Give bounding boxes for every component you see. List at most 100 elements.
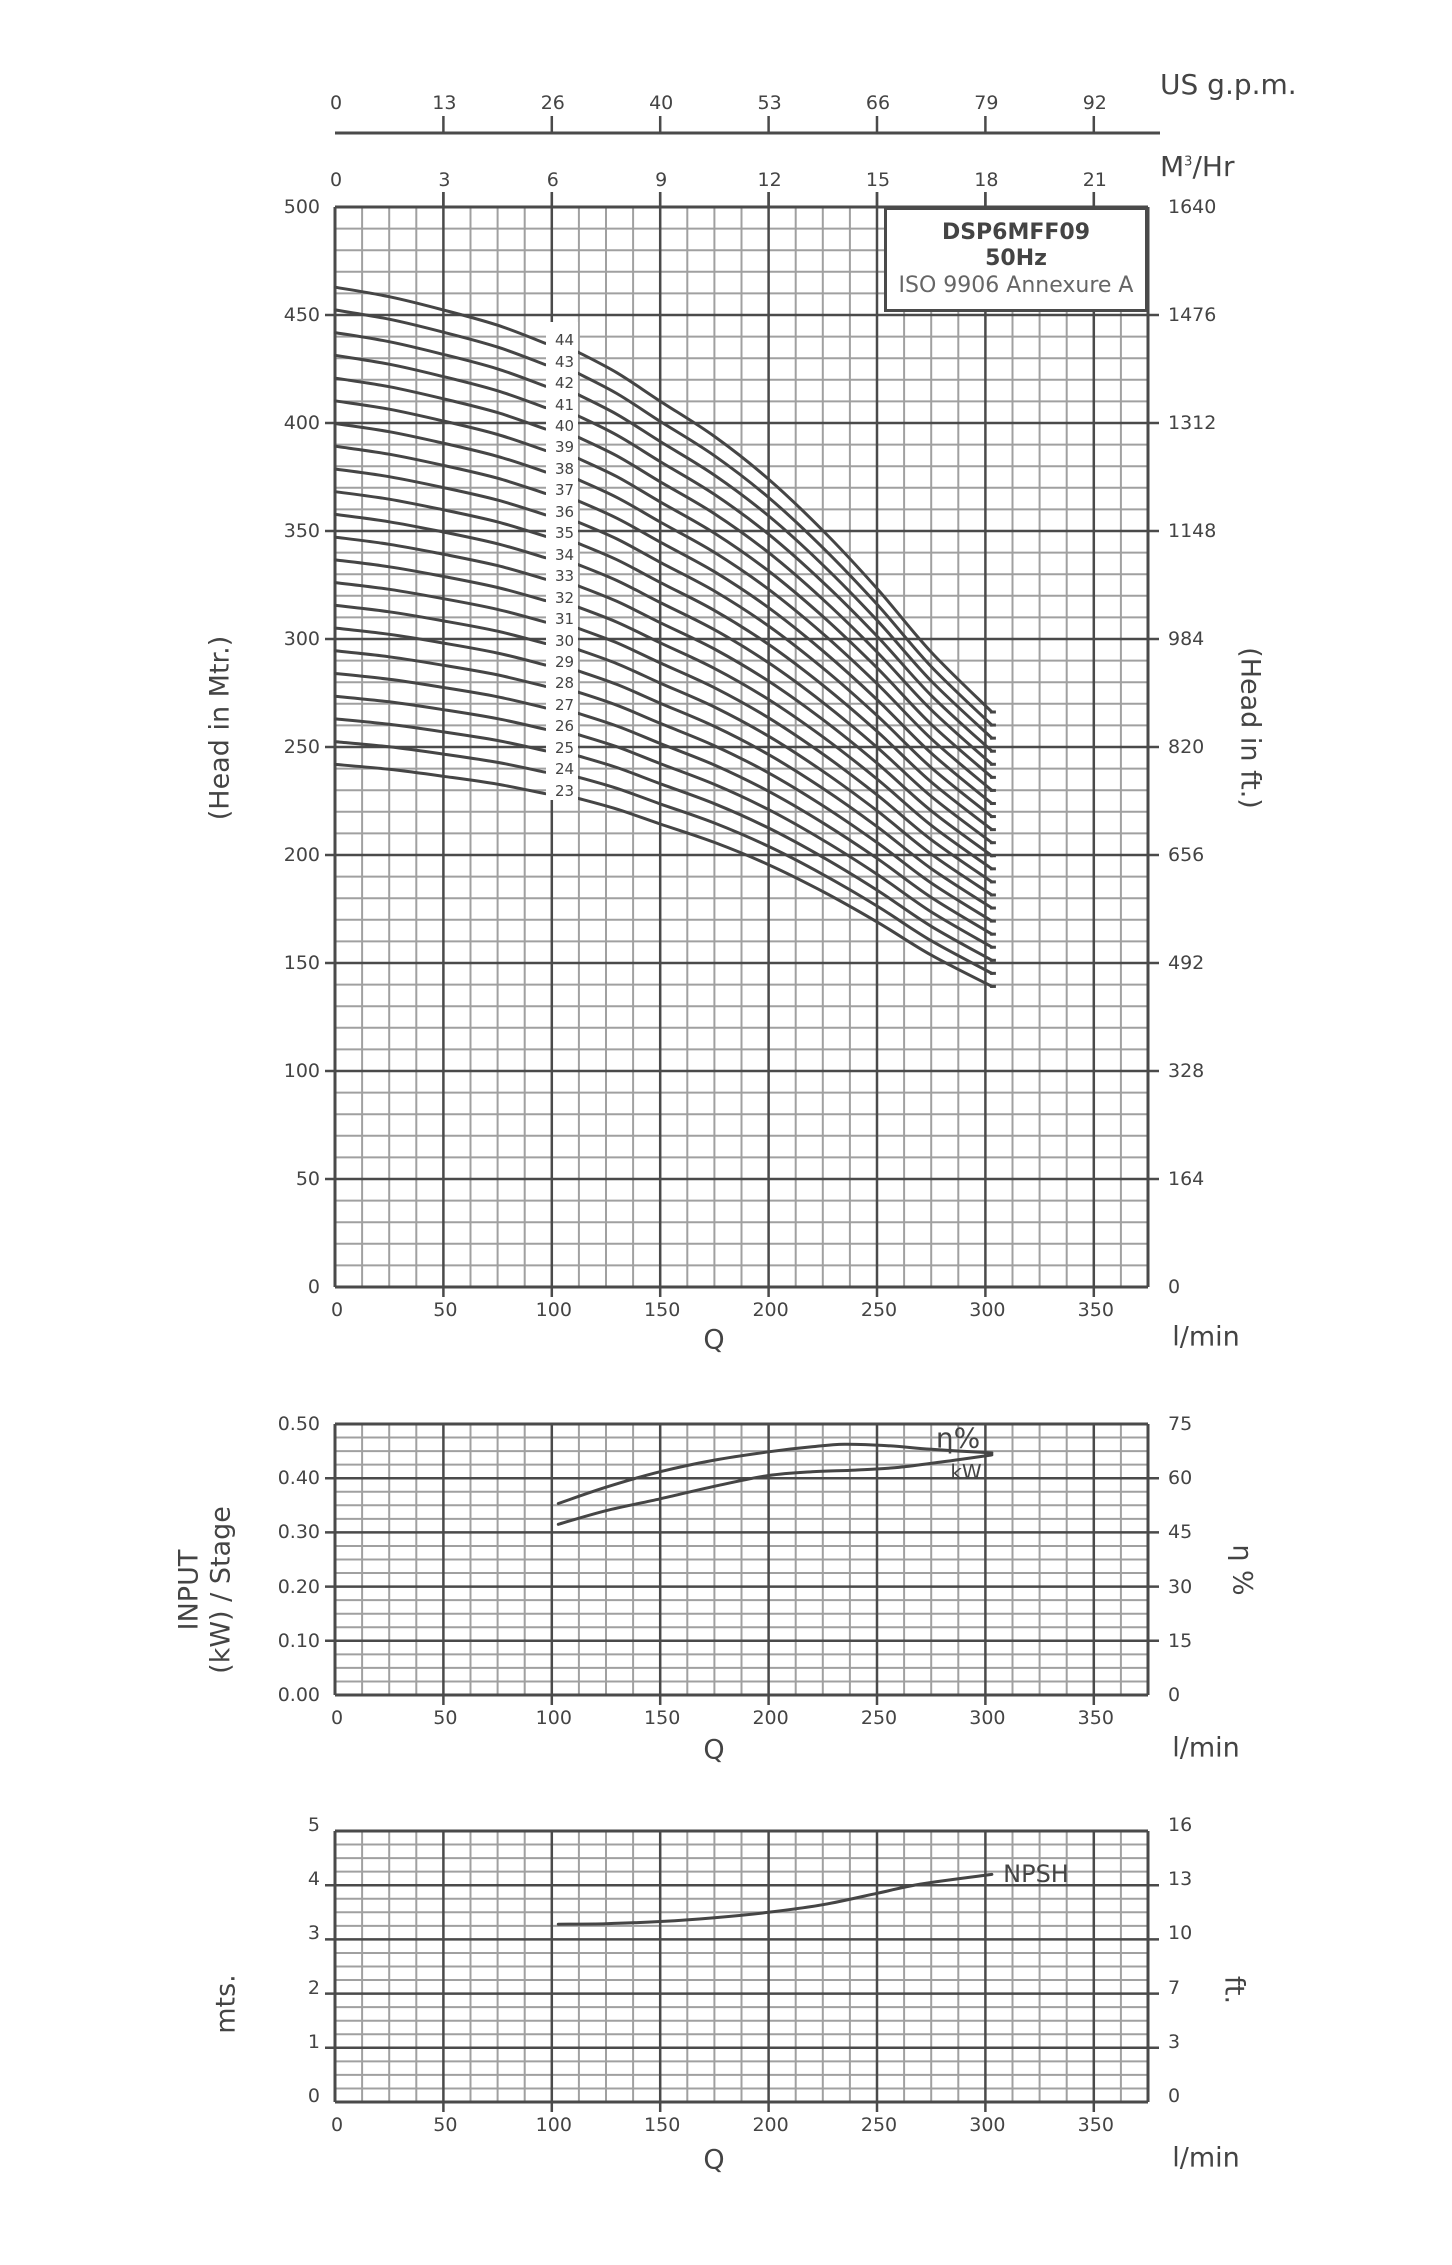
head-curve-stage-33-left bbox=[333, 535, 547, 581]
stage-label-30: 30 bbox=[555, 631, 575, 650]
head-curve-stage-33-right bbox=[574, 583, 994, 858]
y2-tick-label: 820 bbox=[1168, 736, 1205, 758]
stage-label-27: 27 bbox=[555, 695, 575, 714]
frequency-label: 50Hz bbox=[985, 246, 1047, 271]
y2-tick-label: 30 bbox=[1168, 1575, 1193, 1598]
head-curve-stage-44-right bbox=[574, 349, 994, 714]
y-tick-label: 0.20 bbox=[277, 1575, 320, 1598]
head-curve-stage-32-left bbox=[333, 558, 547, 603]
y2-tick-label: 13 bbox=[1168, 1868, 1193, 1891]
head-curve-stage-34-left bbox=[333, 512, 547, 560]
us-gpm-tick-label: 13 bbox=[432, 92, 457, 114]
y2-tick-label: 15 bbox=[1168, 1629, 1193, 1652]
y-tick-label: 200 bbox=[283, 844, 320, 866]
head-curve-stage-27-left bbox=[333, 672, 547, 710]
us-gpm-tick-label: 79 bbox=[974, 92, 999, 114]
q-axis-title-main: Q bbox=[703, 1324, 725, 1356]
head-curve-stage-28-right bbox=[574, 689, 994, 923]
head-curve-stage-24-right bbox=[574, 774, 994, 975]
m3hr-tick-label: 6 bbox=[546, 169, 559, 191]
m3hr-tick-label: 0 bbox=[329, 169, 343, 191]
head-curve-stage-32-right bbox=[574, 604, 994, 871]
y2-tick-label: 1640 bbox=[1168, 196, 1217, 218]
x-tick-label: 0 bbox=[330, 2114, 344, 2136]
head-curve-stage-34-right bbox=[574, 562, 994, 845]
stage-label-41: 41 bbox=[555, 395, 575, 414]
y-tick-label: 0.10 bbox=[277, 1629, 320, 1652]
head-curve-stage-42-left bbox=[333, 331, 547, 388]
us-gpm-tick-label: 92 bbox=[1082, 92, 1107, 114]
m3hr-tick-label: 15 bbox=[865, 169, 891, 191]
y-tick-label: 350 bbox=[283, 520, 320, 542]
y-tick-label: 4 bbox=[307, 1868, 320, 1891]
y-tick-label: 5 bbox=[307, 1814, 320, 1836]
head-curve-stage-37-left bbox=[333, 444, 547, 495]
x-tick-label: 200 bbox=[752, 1299, 789, 1321]
x-tick-label: 250 bbox=[860, 1299, 898, 1321]
stage-label-24: 24 bbox=[555, 760, 575, 779]
q-axis-title-npsh: Q bbox=[703, 2144, 725, 2176]
head-curve-stage-37-right bbox=[574, 498, 994, 805]
head-curve-stage-43-right bbox=[574, 370, 994, 727]
y2-tick-label: 3 bbox=[1168, 2030, 1181, 2053]
stage-label-column bbox=[546, 322, 578, 800]
head-curve-stage-44-left bbox=[333, 285, 547, 345]
head-curve-stage-38-right bbox=[574, 477, 994, 792]
x-tick-label: 100 bbox=[535, 1707, 572, 1729]
x-tick-label: 100 bbox=[535, 1299, 572, 1321]
y2-tick-label: 1312 bbox=[1168, 412, 1217, 434]
x-tick-label: 50 bbox=[433, 1707, 458, 1729]
ft-axis-title: ft. bbox=[1218, 1975, 1250, 2005]
head-curve-stage-30-right bbox=[574, 647, 994, 897]
input-axis-title-line1: INPUT bbox=[173, 1549, 205, 1631]
stage-label-25: 25 bbox=[555, 738, 575, 757]
y2-tick-label: 60 bbox=[1168, 1467, 1193, 1490]
stage-label-35: 35 bbox=[555, 524, 575, 543]
head-curve-stage-43-left bbox=[333, 308, 547, 367]
kw-curve-label: kW bbox=[950, 1460, 982, 1484]
y2-tick-label: 0 bbox=[1168, 1684, 1181, 1706]
y-tick-label: 500 bbox=[283, 196, 320, 218]
stage-label-31: 31 bbox=[555, 610, 575, 629]
stage-label-23: 23 bbox=[555, 781, 575, 800]
npsh-curve-label: NPSH bbox=[1003, 1860, 1069, 1888]
mts-axis-title: mts. bbox=[210, 1974, 242, 2034]
stage-label-39: 39 bbox=[555, 438, 575, 457]
y2-tick-label: 328 bbox=[1168, 1060, 1205, 1082]
stage-label-44: 44 bbox=[555, 331, 575, 350]
y-tick-label: 2 bbox=[307, 1976, 320, 1999]
y2-tick-label: 164 bbox=[1168, 1168, 1205, 1190]
stage-label-33: 33 bbox=[555, 567, 575, 586]
chart-legend-box: DSP6MFF09 50Hz ISO 9906 Annexure A bbox=[884, 207, 1148, 312]
head-curve-stage-41-right bbox=[574, 413, 994, 753]
npsh-curve bbox=[556, 1872, 994, 1926]
head-curve-stage-30-left bbox=[333, 603, 547, 645]
m3hr-unit-m: M bbox=[1160, 150, 1185, 183]
us-gpm-tick-label: 66 bbox=[865, 92, 891, 114]
head-curve-stage-40-right bbox=[574, 434, 994, 766]
y-tick-label: 3 bbox=[307, 1922, 320, 1945]
x-tick-label: 300 bbox=[969, 1707, 1006, 1729]
x-tick-label: 350 bbox=[1077, 2114, 1114, 2136]
x-tick-label: 100 bbox=[535, 2114, 572, 2136]
y2-tick-label: 45 bbox=[1168, 1521, 1193, 1544]
x-tick-label: 0 bbox=[330, 1299, 344, 1321]
x-tick-label: 350 bbox=[1077, 1707, 1114, 1729]
stage-label-42: 42 bbox=[555, 374, 575, 393]
us-gpm-tick-label: 26 bbox=[540, 92, 565, 114]
head-curve-stage-31-left bbox=[333, 581, 547, 624]
lmin-unit-main: l/min bbox=[1172, 1321, 1240, 1353]
m3hr-tick-label: 18 bbox=[974, 169, 999, 191]
y2-tick-label: 0 bbox=[1168, 2085, 1181, 2107]
lmin-unit-efficiency: l/min bbox=[1172, 1732, 1240, 1764]
head-curve-stage-28-left bbox=[333, 649, 547, 688]
m3hr-unit-sup: 3 bbox=[1184, 154, 1193, 170]
us-gpm-tick-label: 40 bbox=[649, 92, 674, 114]
kw-curve bbox=[556, 1453, 994, 1526]
y2-tick-label: 0 bbox=[1168, 1276, 1181, 1298]
y-tick-label: 400 bbox=[283, 412, 320, 434]
head-curve-stage-40-left bbox=[333, 376, 547, 431]
head-curve-stage-26-right bbox=[574, 732, 994, 949]
head-curve-stage-23-left bbox=[333, 762, 547, 796]
